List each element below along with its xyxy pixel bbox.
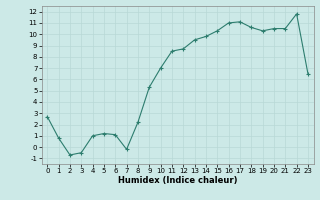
X-axis label: Humidex (Indice chaleur): Humidex (Indice chaleur) <box>118 176 237 185</box>
